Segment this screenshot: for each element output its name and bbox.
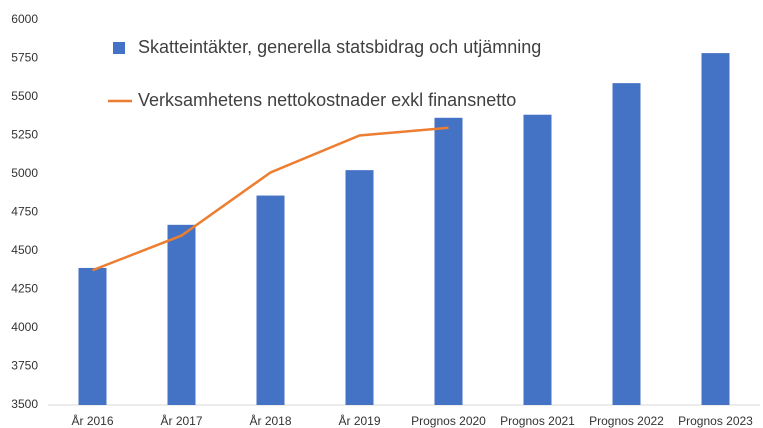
x-tick-label: Prognos 2020 (411, 414, 486, 428)
y-tick-label: 5750 (11, 51, 38, 65)
y-tick-label: 4750 (11, 205, 38, 219)
y-tick-label: 3500 (11, 397, 38, 411)
bar (78, 267, 107, 405)
bar (612, 83, 641, 405)
y-tick-label: 5500 (11, 89, 38, 103)
bar (434, 117, 463, 405)
bar (701, 53, 730, 406)
bar (256, 195, 285, 405)
line (92, 126, 449, 272)
x-tick-label: År 2018 (249, 413, 291, 428)
x-tick-label: År 2016 (71, 413, 113, 428)
x-tick-label: År 2017 (160, 413, 202, 428)
y-tick-label: 5000 (11, 166, 38, 180)
y-tick-label: 3750 (11, 359, 38, 373)
y-tick-label: 5250 (11, 128, 38, 142)
legend-label: Verksamhetens nettokostnader exkl finans… (138, 90, 516, 110)
bar (523, 114, 552, 406)
x-tick-label: Prognos 2022 (589, 414, 664, 428)
bar (345, 170, 374, 405)
bar (167, 224, 196, 405)
y-tick-label: 4500 (11, 243, 38, 257)
x-tick-label: Prognos 2023 (678, 414, 753, 428)
x-tick-label: Prognos 2021 (500, 414, 575, 428)
y-tick-label: 6000 (11, 12, 38, 26)
legend-label: Skatteintäkter, generella statsbidrag oc… (138, 37, 541, 57)
x-tick-label: År 2019 (338, 413, 380, 428)
y-tick-label: 4250 (11, 282, 38, 296)
legend-swatch (113, 42, 125, 54)
y-tick-label: 4000 (11, 320, 38, 334)
